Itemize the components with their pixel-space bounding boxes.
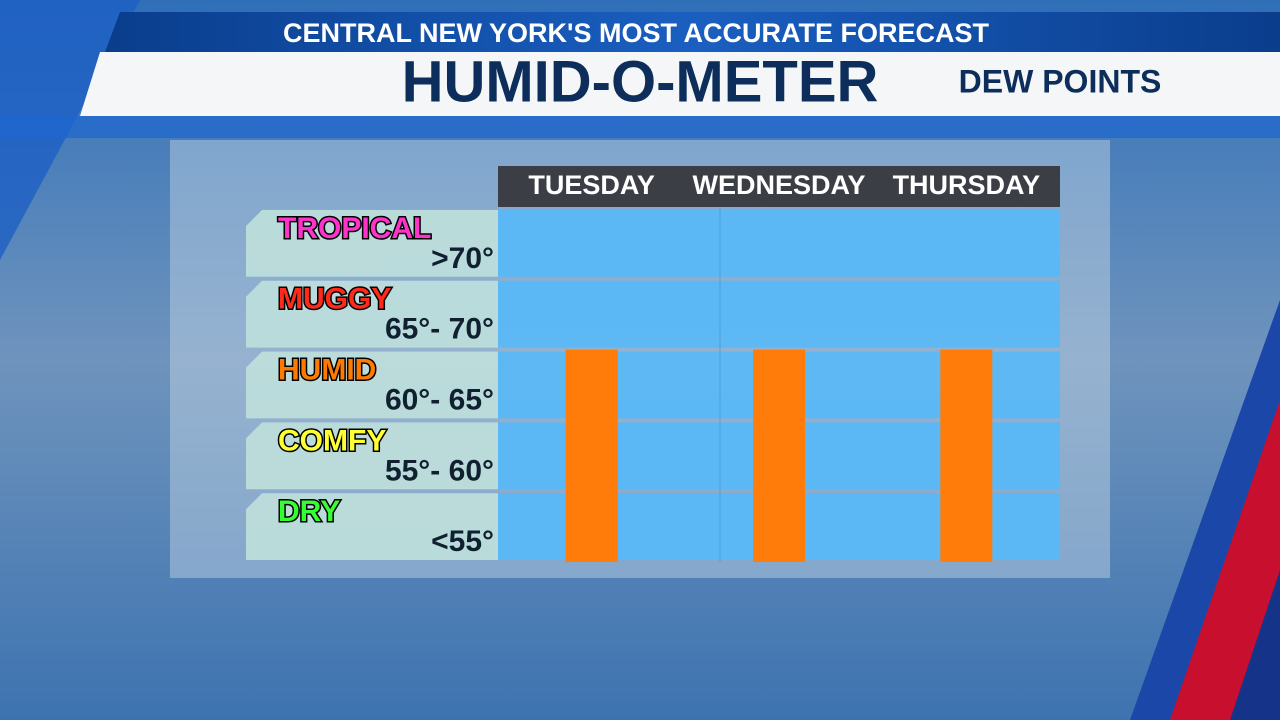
band-label: MUGGY [278,283,391,316]
banner: CENTRAL NEW YORK'S MOST ACCURATE FORECAS… [283,18,989,48]
x-tick-label: THURSDAY [893,170,1041,200]
band-label: HUMID [278,354,376,387]
band-label: DRY [278,495,340,528]
x-tick-label: WEDNESDAY [692,170,865,200]
band-range: 55°- 60° [385,454,494,487]
decor [1170,400,1280,720]
band-label-box [246,351,498,419]
decor [0,116,1280,138]
decor [1230,570,1280,720]
band-range: <55° [431,525,494,558]
band-label-box [246,280,498,348]
band-label: TROPICAL [278,212,431,245]
subtitle: DEW POINTS [959,63,1162,99]
band-label-box [246,493,498,560]
banner-bar [105,12,1280,52]
band-label: COMFY [278,424,386,457]
band-range: 65°- 70° [385,313,494,346]
band-range: 60°- 65° [385,384,494,417]
band-range: >70° [431,242,494,275]
x-tick-label: TUESDAY [528,170,655,200]
title-bar [80,52,1280,116]
chart-title: HUMID-O-METER [402,49,879,114]
header-row [498,166,1060,207]
bar [753,349,805,562]
band-row [498,280,1060,348]
bar [940,349,993,562]
band-label-box [246,422,498,490]
band-row [498,210,1060,277]
bar [565,349,618,562]
band-label-box [246,210,498,277]
